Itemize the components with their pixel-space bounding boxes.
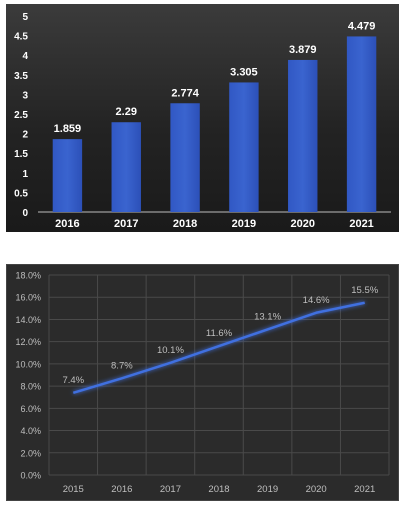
bar xyxy=(52,139,83,212)
line-y-tick-label: 12.0% xyxy=(15,337,41,347)
bar-y-tick-label: 1.5 xyxy=(14,149,28,160)
line-y-tick-label: 8.0% xyxy=(20,382,41,392)
line-x-tick-label: 2016 xyxy=(111,484,132,495)
line-x-tick-label: 2017 xyxy=(160,484,181,495)
bar xyxy=(346,36,377,212)
line-x-tick-label: 2020 xyxy=(306,484,327,495)
bar-x-tick-label: 2017 xyxy=(114,218,138,230)
bar-y-tick-label: 1 xyxy=(22,169,28,180)
bar-y-tick-label: 2.5 xyxy=(14,110,28,121)
line-data-label: 13.1% xyxy=(254,311,281,322)
bar-data-label: 3.879 xyxy=(289,44,317,56)
bar-x-tick-label: 2021 xyxy=(349,218,373,230)
line-data-label: 7.4% xyxy=(62,375,84,386)
line-data-label: 14.6% xyxy=(303,295,330,306)
line-chart-panel: 0.0% 2.0% 4.0% 6.0% 8.0% 10.0% 12.0% 14.0% 16.0%… xyxy=(6,264,399,501)
line-series xyxy=(72,301,365,394)
bar xyxy=(170,103,200,212)
line-x-tick-label: 2019 xyxy=(257,484,278,495)
line-y-tick-label: 6.0% xyxy=(20,404,41,414)
bar-y-tick-label: 0 xyxy=(22,208,28,219)
line-x-tick-label: 2021 xyxy=(354,484,375,495)
line-data-label: 10.1% xyxy=(157,345,184,356)
line-y-tick-label: 14.0% xyxy=(15,315,41,325)
bar-chart: 0 0.5 1 1.5 2 2.5 3 3.5 4 4.5 5 1.859 2016 2.29 2017 2.… xyxy=(14,12,391,230)
bar-y-tick-label: 3.5 xyxy=(14,71,28,82)
line-data-label: 15.5% xyxy=(351,285,378,296)
line-chart: 0.0% 2.0% 4.0% 6.0% 8.0% 10.0% 12.0% 14.0% 16.0%… xyxy=(15,271,390,495)
line-y-tick-label: 0.0% xyxy=(20,471,41,481)
bar-data-label: 4.479 xyxy=(348,20,376,32)
line-x-tick-label: 2015 xyxy=(63,484,84,495)
bar-x-tick-label: 2016 xyxy=(55,218,79,230)
line-y-tick-label: 10.0% xyxy=(15,359,41,369)
bar-y-tick-label: 4.5 xyxy=(14,32,28,43)
bar-y-tick-label: 3 xyxy=(22,90,28,101)
bar-data-label: 3.305 xyxy=(230,66,258,78)
line-y-tick-label: 18.0% xyxy=(15,271,41,281)
line-y-tick-label: 16.0% xyxy=(15,293,41,303)
bar-y-tick-label: 2 xyxy=(22,130,28,141)
line-x-tick-label: 2018 xyxy=(208,484,229,495)
bar-x-tick-label: 2019 xyxy=(232,218,256,230)
line-y-tick-label: 2.0% xyxy=(20,448,41,458)
bar xyxy=(288,59,318,212)
bar-x-tick-label: 2018 xyxy=(173,218,197,230)
bar-data-label: 2.774 xyxy=(171,87,199,99)
bar-y-tick-label: 5 xyxy=(22,12,28,23)
line-data-label: 11.6% xyxy=(206,328,233,339)
bar-data-label: 1.859 xyxy=(54,123,82,135)
bar-x-tick-label: 2020 xyxy=(291,218,315,230)
bar-chart-panel: 0 0.5 1 1.5 2 2.5 3 3.5 4 4.5 5 1.859 2016 2.29 2017 2.… xyxy=(6,4,399,232)
line-data-label: 8.7% xyxy=(111,360,133,371)
line-y-tick-label: 4.0% xyxy=(20,426,41,436)
bar xyxy=(229,82,259,212)
bar xyxy=(111,122,141,212)
bar-y-tick-label: 0.5 xyxy=(14,188,28,199)
bar-y-tick-label: 4 xyxy=(22,51,28,62)
bar-data-label: 2.29 xyxy=(116,106,137,118)
